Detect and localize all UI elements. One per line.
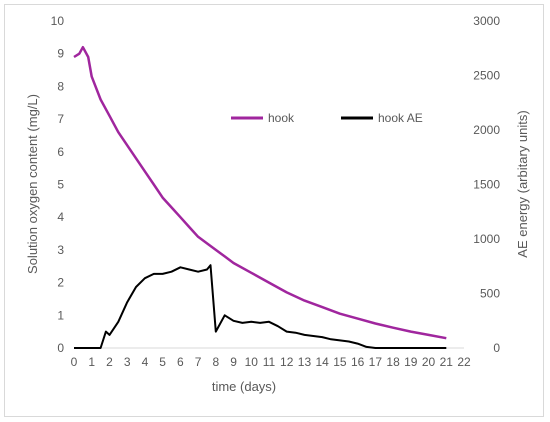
y-left-axis-ticks: 0 1 2 3 4 5 6 7 8 9 10 [51,14,65,355]
x-tick-label: 15 [333,355,347,369]
y-right-tick-label: 2000 [473,123,500,137]
y-right-tick-label: 2500 [473,69,500,83]
x-tick-label: 18 [386,355,400,369]
x-tick-label: 2 [106,355,113,369]
x-tick-label: 19 [404,355,418,369]
y-right-tick-label: 500 [480,287,500,301]
legend-label-hook: hook [268,111,295,125]
y-right-axis-title: AE energy (arbitary units) [515,110,530,257]
x-tick-label: 8 [212,355,219,369]
y-left-tick-label: 0 [57,341,64,355]
y-left-tick-label: 7 [57,112,64,126]
y-left-tick-label: 4 [57,210,64,224]
x-tick-label: 16 [351,355,365,369]
x-tick-label: 17 [369,355,383,369]
y-right-tick-label: 1000 [473,232,500,246]
x-axis-title: time (days) [212,379,276,394]
x-tick-label: 10 [245,355,259,369]
x-tick-label: 1 [88,355,95,369]
y-left-tick-label: 10 [51,14,65,28]
y-left-tick-label: 2 [57,276,64,290]
y-left-tick-label: 1 [57,308,64,322]
x-axis-ticks: 0 1 2 3 4 5 6 7 8 9 10 11 12 13 14 15 16 17 18 19 20 21 22 [71,355,471,369]
x-tick-label: 7 [195,355,202,369]
y-left-tick-label: 5 [57,178,64,192]
y-left-tick-label: 9 [57,47,64,61]
x-tick-label: 9 [230,355,237,369]
x-tick-label: 12 [280,355,294,369]
x-tick-label: 22 [457,355,471,369]
x-tick-label: 5 [159,355,166,369]
x-tick-label: 13 [298,355,312,369]
legend-label-hook-ae: hook AE [378,111,423,125]
x-tick-label: 3 [124,355,131,369]
series-layer [73,45,447,349]
y-left-tick-label: 6 [57,145,64,159]
x-tick-label: 21 [440,355,454,369]
series-line-hook-ae [74,264,447,349]
x-tick-label: 20 [422,355,436,369]
y-left-tick-label: 3 [57,243,64,257]
y-left-axis-title: Solution oxygen content (mg/L) [25,94,40,274]
x-tick-label: 14 [316,355,330,369]
y-right-axis-ticks: 0 500 1000 1500 2000 2500 3000 [473,14,500,355]
y-right-tick-label: 3000 [473,14,500,28]
series-line-hook [73,45,447,340]
x-tick-label: 0 [71,355,78,369]
y-right-tick-label: 1500 [473,178,500,192]
x-tick-label: 11 [263,355,276,369]
y-right-tick-label: 0 [493,341,500,355]
y-left-tick-label: 8 [57,79,64,93]
x-tick-label: 4 [142,355,149,369]
legend: hook hook AE [231,111,423,125]
x-tick-label: 6 [177,355,184,369]
